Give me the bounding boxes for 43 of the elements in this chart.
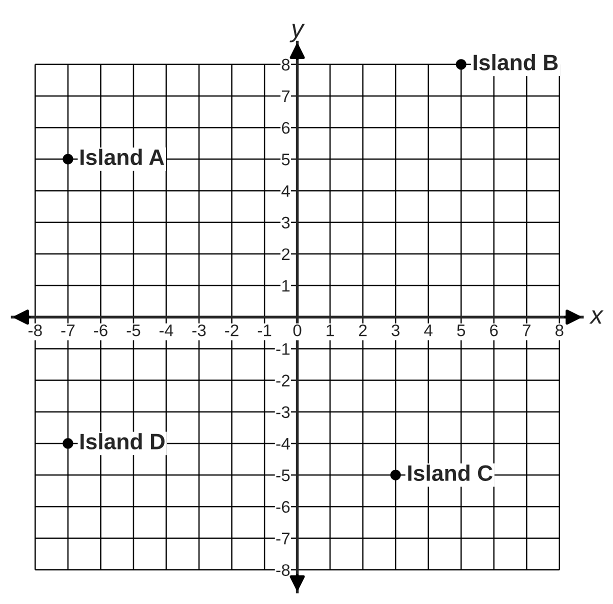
y-tick-label: 4 (281, 185, 290, 197)
annotation: Island D (80, 433, 165, 450)
x-tick-label: 5 (457, 324, 466, 336)
y-tick-label: -6 (276, 501, 290, 513)
x-tick-label: 2 (359, 324, 367, 336)
y-axis-title: y (290, 24, 305, 42)
x-tick-label: 0 (293, 324, 302, 336)
x-tick-label: -6 (94, 324, 108, 336)
x-tick-label: 7 (522, 324, 530, 336)
x-tick-label: -8 (28, 324, 42, 336)
y-tick-label: -5 (276, 470, 290, 482)
x-tick-label: -7 (61, 324, 75, 336)
annotation: Island C (408, 464, 493, 482)
y-tick-label: -2 (276, 374, 290, 386)
y-tick-label: 3 (282, 216, 290, 229)
annotation: Island A (80, 148, 164, 166)
point (62, 438, 74, 449)
y-tick-label: 7 (282, 90, 290, 102)
x-tick-label: 1 (326, 324, 334, 336)
annotation: Island B (474, 54, 558, 70)
x-tick-label: -5 (126, 324, 140, 336)
y-tick-label: -1 (276, 343, 290, 355)
y-tick-label: 1 (282, 280, 290, 292)
point (390, 470, 401, 480)
x-tick-label: -4 (160, 324, 174, 336)
y-tick-label: -3 (276, 406, 290, 418)
x-tick-label: 4 (424, 324, 433, 336)
x-axis-title: x (589, 310, 604, 324)
x-tick-label: -3 (192, 324, 206, 336)
x-tick-label: -2 (225, 324, 238, 336)
x-tick-label: 3 (392, 324, 400, 336)
x-tick-label: -1 (258, 324, 272, 336)
y-tick-label: 6 (282, 122, 290, 134)
x-tick-label: 6 (490, 324, 498, 336)
point (62, 154, 74, 164)
y-tick-label: 2 (282, 248, 290, 260)
y-tick-label: 8 (282, 58, 290, 71)
x-tick-label: 8 (556, 324, 564, 336)
y-tick-label: -7 (276, 532, 290, 544)
point (456, 59, 466, 70)
y-tick-label: -4 (276, 438, 290, 450)
y-tick-label: 5 (282, 154, 290, 166)
y-tick-label: -8 (276, 564, 290, 576)
